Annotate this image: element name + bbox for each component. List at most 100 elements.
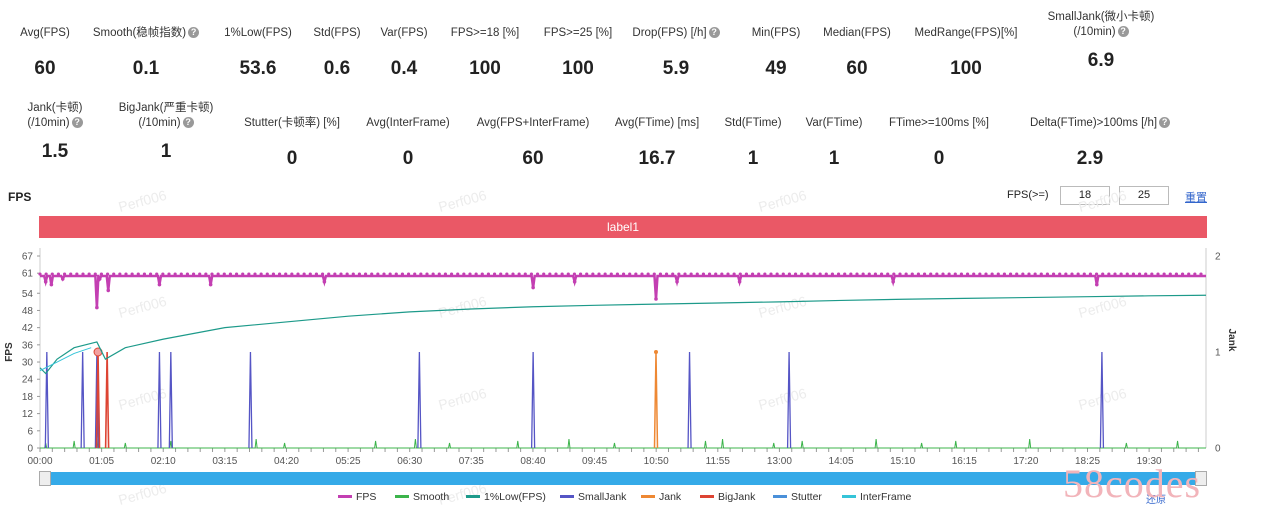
stat-value: 6.9 xyxy=(1087,50,1115,71)
help-icon[interactable]: ? xyxy=(188,27,200,39)
y-tick-label: 61 xyxy=(22,269,34,280)
fps-point xyxy=(701,272,706,276)
stat-value: 1 xyxy=(160,141,172,162)
fps-point xyxy=(904,272,908,276)
fps-point xyxy=(873,272,878,276)
fps-point xyxy=(910,272,914,276)
fps-dip-point xyxy=(675,279,679,284)
fps-point xyxy=(406,272,411,276)
fps-point xyxy=(1051,272,1056,276)
zoom-slider-track[interactable] xyxy=(39,472,1207,485)
fps-point xyxy=(965,272,970,276)
fps-dip-point xyxy=(891,279,895,284)
stat-label: Delta(FTime)>100ms [/h]? xyxy=(1030,116,1171,131)
fps-point xyxy=(505,272,509,276)
x-tick-label: 04:20 xyxy=(274,456,299,467)
fps-point xyxy=(603,272,607,276)
fps-point xyxy=(609,272,613,276)
stat-label-text: Smooth(稳帧指数) xyxy=(92,27,187,39)
fps-point xyxy=(50,272,54,276)
fps-point xyxy=(892,272,896,276)
help-icon[interactable]: ? xyxy=(71,117,83,129)
stat-label-text: FTime>=100ms [%] xyxy=(889,117,989,129)
stat-stats_row1-1: Smooth(稳帧指数)? 0.1 xyxy=(86,26,206,80)
fps-point xyxy=(830,272,835,276)
label-band[interactable]: label1 xyxy=(39,216,1207,238)
fps-point xyxy=(683,272,687,276)
help-icon[interactable]: ? xyxy=(1117,26,1129,38)
fps-point xyxy=(148,272,153,276)
reset-button[interactable]: 重置 xyxy=(1185,192,1207,204)
fps-point xyxy=(314,272,319,276)
fps-point xyxy=(474,272,478,276)
fps-point xyxy=(1174,272,1179,276)
x-tick-label: 17:20 xyxy=(1013,456,1038,467)
fps-point xyxy=(480,272,484,276)
legend-item[interactable]: Jank xyxy=(641,491,681,503)
y-tick-label: 12 xyxy=(22,409,34,420)
fps-point xyxy=(640,272,644,276)
threshold-label: FPS(>=) xyxy=(1007,189,1049,201)
help-icon[interactable]: ? xyxy=(708,27,720,39)
fps-point xyxy=(689,272,693,276)
x-tick-label: 02:10 xyxy=(151,456,176,467)
bigjank-spike xyxy=(104,351,110,449)
y-axis-title: FPS xyxy=(4,342,15,362)
fps-point xyxy=(1015,272,1019,276)
legend-item[interactable]: SmallJank xyxy=(560,491,626,503)
fps-point xyxy=(1156,272,1160,276)
fps-point xyxy=(345,272,349,276)
fps-point xyxy=(204,272,208,276)
fps-point xyxy=(370,272,374,276)
restore-button[interactable]: 还原 xyxy=(1146,495,1166,506)
x-tick-label: 13:00 xyxy=(767,456,792,467)
stat-label-text: Avg(FPS) xyxy=(20,27,70,39)
legend-item[interactable]: BigJank xyxy=(700,491,755,503)
fps-point xyxy=(1193,272,1197,276)
legend-item[interactable]: Smooth xyxy=(395,491,449,503)
legend-label: SmallJank xyxy=(578,491,627,503)
fps-point xyxy=(1180,272,1185,276)
stat-value: 0.1 xyxy=(132,58,160,79)
help-icon[interactable]: ? xyxy=(1159,117,1171,129)
watermark-text: Perf006 xyxy=(437,293,489,321)
fps-point xyxy=(437,272,441,276)
fps-point xyxy=(167,272,171,276)
fps-point xyxy=(400,272,405,276)
watermark-text: Perf006 xyxy=(757,385,809,413)
stat-label: MedRange(FPS)[%] xyxy=(906,26,1026,41)
zoom-handle-right[interactable] xyxy=(1195,471,1207,486)
fps-point xyxy=(750,272,755,276)
legend-item[interactable]: FPS xyxy=(338,491,376,503)
y-tick-label: 54 xyxy=(22,289,34,300)
fps-point xyxy=(818,272,822,276)
legend-label: FPS xyxy=(356,491,377,503)
legend-item[interactable]: InterFrame xyxy=(842,491,911,503)
legend-swatch xyxy=(842,494,856,498)
threshold-input-1[interactable]: 18 xyxy=(1060,186,1110,205)
fps-point xyxy=(413,272,417,276)
stat-value: 1 xyxy=(828,148,840,169)
watermark-text: Perf006 xyxy=(437,385,489,413)
y2-axis-title: Jank xyxy=(1226,329,1237,352)
legend-item[interactable]: 1%Low(FPS) xyxy=(466,491,546,503)
fps-point xyxy=(290,272,294,276)
y-tick-label: 18 xyxy=(22,392,34,403)
fps-point xyxy=(1107,272,1111,276)
stat-label-text: Std(FTime) xyxy=(724,117,782,129)
fps-point xyxy=(320,272,325,276)
fps-point xyxy=(517,272,521,276)
fps-point xyxy=(959,272,964,276)
fps-point xyxy=(775,272,779,276)
zoom-handle-left[interactable] xyxy=(39,471,51,486)
stat-label-text: Var(FTime) xyxy=(805,117,863,129)
help-icon[interactable]: ? xyxy=(182,117,194,129)
fps-dip-point xyxy=(531,285,535,290)
legend-item[interactable]: Stutter xyxy=(773,491,822,503)
fps-point xyxy=(935,272,939,276)
legend-swatch xyxy=(338,494,352,498)
stat-label-text: Avg(FPS+InterFrame) xyxy=(476,117,590,129)
threshold-input-2[interactable]: 25 xyxy=(1119,186,1169,205)
fps-point xyxy=(468,272,472,276)
